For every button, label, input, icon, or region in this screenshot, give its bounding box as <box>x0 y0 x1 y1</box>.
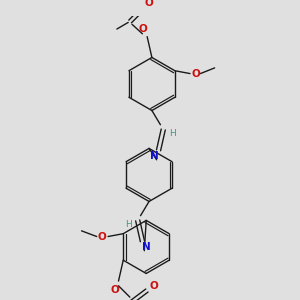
Text: O: O <box>191 69 200 79</box>
Text: O: O <box>110 285 119 295</box>
Text: O: O <box>145 0 153 8</box>
Text: N: N <box>150 151 159 161</box>
Text: O: O <box>97 232 106 242</box>
Text: O: O <box>138 24 147 34</box>
Text: H: H <box>169 129 176 138</box>
Text: N: N <box>142 242 151 252</box>
Text: O: O <box>149 281 158 291</box>
Text: H: H <box>125 220 132 229</box>
